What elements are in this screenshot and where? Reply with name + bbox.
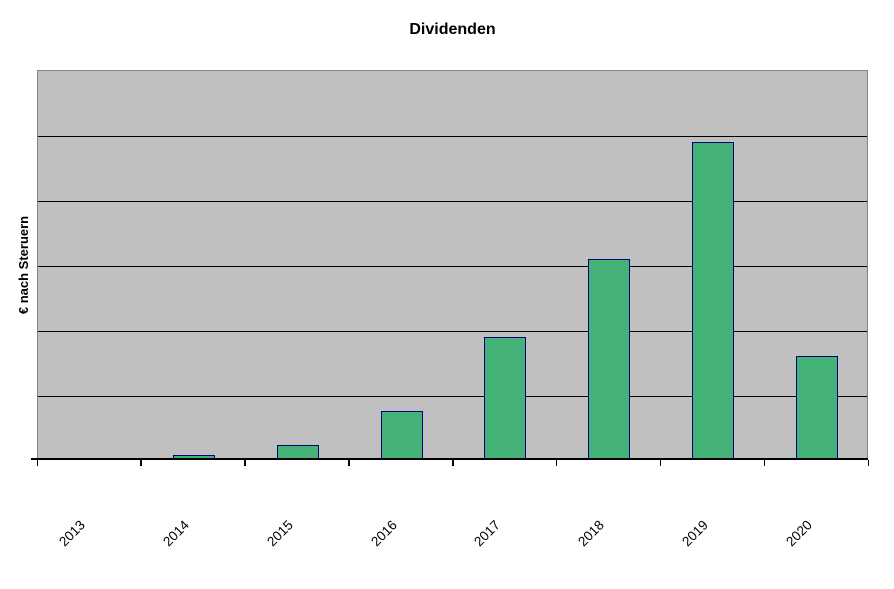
bar-2014 <box>172 454 215 460</box>
bar-2016 <box>380 411 423 460</box>
x-axis-line <box>31 458 868 460</box>
bar-2019 <box>692 141 735 460</box>
bar-2015 <box>276 445 319 460</box>
x-axis-tick <box>244 460 246 466</box>
x-axis-label-2014: 2014 <box>159 517 192 550</box>
bar-2020 <box>796 356 839 460</box>
x-axis-label-2016: 2016 <box>367 517 400 550</box>
gridline <box>38 330 867 332</box>
x-axis-tick <box>867 460 869 466</box>
chart-title: Dividenden <box>409 21 496 38</box>
x-axis-tick <box>348 460 350 466</box>
bar-2017 <box>484 336 527 460</box>
bar-2018 <box>588 258 631 460</box>
plot-area <box>37 70 868 460</box>
gridline <box>38 395 867 397</box>
x-axis-tick <box>555 460 558 466</box>
x-axis-tick <box>36 460 38 466</box>
x-axis-tick <box>763 460 766 466</box>
x-axis-label-2015: 2015 <box>263 517 296 550</box>
gridline <box>38 135 867 137</box>
x-axis-label-2019: 2019 <box>679 517 712 550</box>
x-axis-tick <box>659 460 662 466</box>
x-axis-label-2020: 2020 <box>783 517 816 550</box>
x-axis-label-2017: 2017 <box>471 517 504 550</box>
y-axis-label: € nach Steruern <box>16 215 31 315</box>
gridline <box>38 265 867 267</box>
x-axis-tick <box>452 460 454 466</box>
x-axis-label-2018: 2018 <box>575 517 608 550</box>
x-axis-tick <box>140 460 142 466</box>
gridline <box>38 200 867 202</box>
x-axis-label-2013: 2013 <box>56 517 88 550</box>
